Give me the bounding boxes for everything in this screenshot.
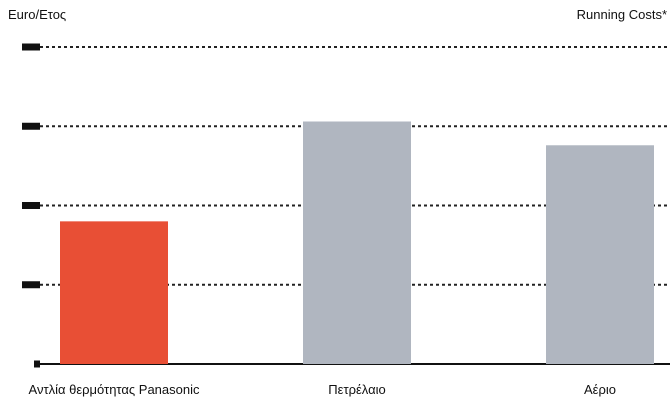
x-tick-label-2: Αέριο — [584, 382, 616, 397]
y-tick-2 — [22, 202, 40, 209]
x-tick-label-0: Αντλία θερμότητας Panasonic — [29, 382, 200, 397]
bar-1 — [303, 121, 411, 365]
x-tick-label-1: Πετρέλαιο — [328, 382, 385, 397]
bar-0 — [60, 221, 168, 364]
y-tick-3 — [22, 122, 40, 130]
chart-title: Running Costs* — [576, 7, 667, 22]
y-tick-4 — [22, 43, 40, 51]
bar-2 — [546, 145, 654, 364]
y-tick-1 — [22, 281, 40, 289]
y-axis-label: Euro/Ετος — [8, 7, 67, 22]
